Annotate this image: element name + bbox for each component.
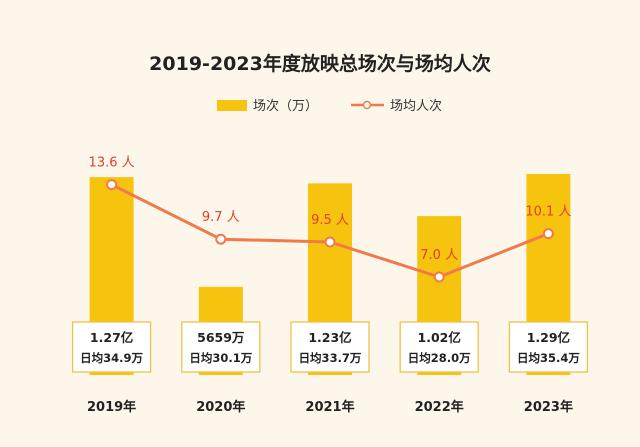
daily-avg-label-0: 日均34.9万 xyxy=(80,351,143,365)
legend-bar-label: 场次（万） xyxy=(253,98,318,114)
x-tick-label-3: 2022年 xyxy=(415,399,464,415)
legend-line-marker xyxy=(362,100,372,110)
point-label-0: 13.6 人 xyxy=(89,156,135,171)
value-box-2 xyxy=(290,321,370,373)
x-tick-label-2: 2021年 xyxy=(305,399,354,415)
point-label-1: 9.7 人 xyxy=(202,210,240,225)
line-point-1 xyxy=(215,233,227,245)
value-box-1 xyxy=(181,321,261,373)
legend: 场次（万） 场均人次 xyxy=(217,98,442,114)
daily-avg-label-3: 日均28.0万 xyxy=(408,351,471,365)
legend-bar-swatch xyxy=(217,100,247,111)
daily-avg-label-2: 日均33.7万 xyxy=(299,351,362,365)
line-point-2 xyxy=(324,236,336,248)
value-box-4 xyxy=(508,321,589,373)
point-label-2: 9.5 人 xyxy=(311,213,349,228)
daily-avg-label-1: 日均30.1万 xyxy=(189,351,252,365)
bar-value-label-2: 1.23亿 xyxy=(308,330,351,345)
point-label-4: 10.1 人 xyxy=(525,205,571,220)
line-point-0 xyxy=(106,179,118,191)
x-tick-label-4: 2023年 xyxy=(524,399,573,415)
daily-avg-label-4: 日均35.4万 xyxy=(517,351,580,365)
line-point-3 xyxy=(433,271,445,283)
x-tick-label-1: 2020年 xyxy=(196,399,245,415)
bar-value-label-0: 1.27亿 xyxy=(90,330,133,345)
bar-value-label-3: 1.02亿 xyxy=(418,330,461,345)
bar-value-label-1: 5659万 xyxy=(197,330,244,345)
point-label-3: 7.0 人 xyxy=(420,248,458,263)
bar-value-label-4: 1.29亿 xyxy=(527,330,570,345)
value-box-0 xyxy=(71,321,152,373)
x-tick-label-0: 2019年 xyxy=(87,399,136,415)
x-axis-labels: 2019年 2020年 2021年 2022年 2023年 xyxy=(87,399,573,415)
line-series xyxy=(106,179,554,283)
value-box-3 xyxy=(399,321,479,373)
line-point-4 xyxy=(542,228,554,240)
point-labels: 13.6 人 9.7 人 9.5 人 7.0 人 10.1 人 xyxy=(89,156,572,263)
legend-line-label: 场均人次 xyxy=(390,98,442,114)
chart-title: 2019-2023年度放映总场次与场均人次 xyxy=(149,52,491,75)
